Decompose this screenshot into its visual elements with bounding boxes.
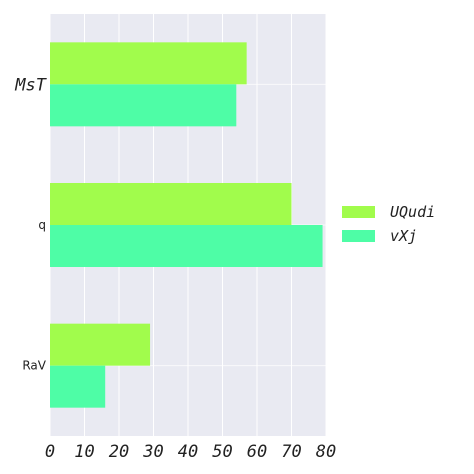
legend-swatch [342,206,375,218]
x-tick-label: 80 [316,442,336,462]
x-tick-label: 60 [247,442,267,462]
x-tick-label: 50 [212,442,232,462]
bar-UQudi-q [50,183,292,225]
x-tick-label: 40 [178,442,198,462]
category-label: q [38,218,46,232]
x-tick-labels: 0 10 20 30 40 50 60 70 80 [45,442,336,462]
x-tick-label: 70 [281,442,301,462]
bar-UQudi-RaV [50,323,151,366]
category-label: MsT [14,75,47,95]
x-tick-label: 30 [142,442,163,462]
bar-vXj-MsT [50,84,237,127]
category-labels: MsT q RaV [14,75,47,372]
bar-UQudi-MsT [50,42,247,85]
legend-label: UQudi [390,203,435,221]
category-label: RaV [22,359,46,373]
x-tick-label: 20 [109,442,129,462]
bar-vXj-RaV [50,365,106,408]
legend-swatch [342,230,375,242]
legend-label: vXj [390,227,417,245]
bar-vXj-q [50,225,323,267]
x-tick-label: 0 [45,442,55,462]
bars [50,42,323,408]
x-tick-label: 10 [74,442,94,462]
legend: UQudi vXj [342,203,435,245]
